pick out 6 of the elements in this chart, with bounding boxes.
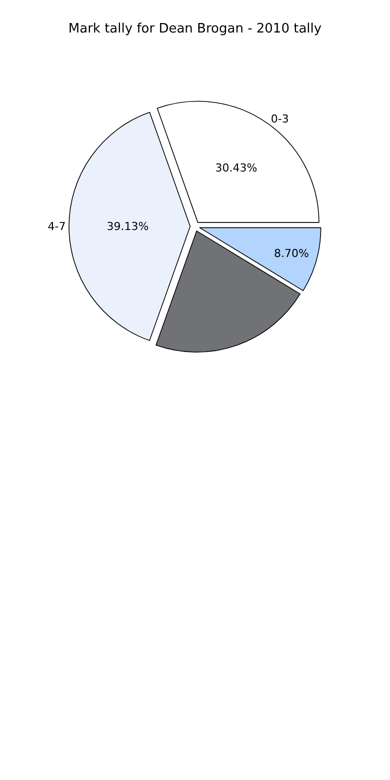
slice-label: 4-7 — [48, 220, 66, 233]
chart-title: Mark tally for Dean Brogan - 2010 tally — [68, 22, 322, 36]
data-label: 39.13% — [106, 220, 149, 233]
data-label: 30.43% — [215, 161, 258, 174]
data-label: 8.70% — [274, 246, 310, 260]
slice-label: 0-3 — [270, 112, 289, 126]
